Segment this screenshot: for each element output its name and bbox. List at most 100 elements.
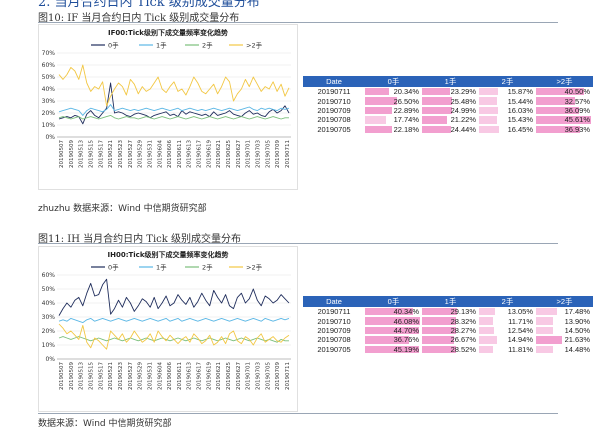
data-bar [479, 106, 499, 115]
data-bar [536, 106, 580, 115]
section-heading: 2. 当月合约日内 Tick 级别成交量分布 [38, 0, 260, 10]
value-cell: 11.81% [479, 345, 536, 354]
series-line-2 [58, 114, 289, 120]
data-bar [536, 308, 557, 316]
table-row: 20190711 20.34% 23.29% 15.87% 40.50% [303, 87, 593, 97]
x-tick-label: 20190521 [108, 362, 114, 390]
cell-value: 14.50% [564, 325, 590, 335]
x-tick-label: 20190531 [147, 140, 153, 168]
value-cell: 40.34% [365, 307, 422, 316]
value-cell: 26.67% [422, 335, 479, 344]
legend-item: 0手 [91, 263, 119, 272]
y-tick-label: 60% [42, 62, 56, 69]
data-bar [479, 326, 494, 335]
cell-value: 25.48% [450, 96, 476, 106]
chart-title: IF00:Tick级别下成交量频率变化趋势 [108, 28, 228, 37]
data-bar [422, 308, 457, 316]
value-cell: 44.70% [365, 326, 422, 335]
x-tick-label: 20190627 [236, 140, 242, 168]
data-bar [422, 336, 454, 344]
value-cell: 28.32% [422, 316, 479, 326]
table-header: 0手 [365, 76, 422, 87]
value-cell: 14.94% [479, 335, 536, 344]
data-bar [479, 317, 494, 325]
table-header: >2手 [536, 296, 593, 307]
cell-value: 28.27% [450, 325, 476, 335]
x-tick-label: 20190611 [177, 362, 183, 390]
legend-item: >2手 [229, 41, 263, 50]
table-header: 0手 [365, 296, 422, 307]
x-tick-label: 20190703 [256, 140, 262, 168]
x-tick-label: 20190606 [167, 140, 173, 168]
value-cell: 32.57% [536, 96, 593, 106]
table-row: 20190708 36.76% 26.67% 14.94% 21.63% [303, 335, 593, 345]
value-cell: 21.22% [422, 115, 479, 124]
legend-item: 1手 [139, 263, 167, 272]
y-tick-label: 0% [45, 356, 55, 363]
table-row: 20190709 44.70% 28.27% 12.54% 14.50% [303, 325, 593, 336]
y-tick-label: 70% [42, 50, 56, 57]
series-line-3 [58, 323, 290, 350]
x-tick-label: 20190613 [187, 140, 193, 168]
chart-ih: IH00:Tick级别下成交量频率变化趋势 0手 1手 2手 >2手 0% 10% 20% 30… [42, 250, 291, 390]
value-cell: 13.90% [536, 316, 593, 326]
cell-value: 16.45% [507, 124, 533, 134]
value-cell: 36.09% [536, 106, 593, 115]
cell-value: 15.87% [507, 87, 533, 97]
cell-value: 24.99% [450, 105, 476, 115]
svg-text:0手: 0手 [108, 41, 119, 50]
value-cell: 22.89% [365, 106, 422, 115]
cell-value: 36.09% [564, 105, 590, 115]
value-cell: 17.74% [365, 115, 422, 124]
cell-value: 20.34% [393, 87, 419, 97]
data-bar [422, 326, 456, 335]
svg-text:1手: 1手 [156, 41, 167, 50]
table-header: >2手 [536, 76, 593, 87]
date-cell: 20190709 [303, 325, 365, 336]
data-bar [479, 97, 498, 105]
data-bar [365, 336, 409, 344]
divider [38, 413, 558, 414]
x-tick-label: 20190515 [88, 362, 94, 390]
value-cell: 22.18% [365, 125, 422, 134]
data-bar [422, 97, 453, 105]
x-tick-label: 20190527 [128, 362, 134, 390]
legend-item: 2手 [185, 263, 213, 272]
data-bar [479, 116, 498, 124]
value-cell: 36.76% [365, 335, 422, 344]
cell-value: 26.50% [393, 96, 419, 106]
table-header: 2手 [479, 296, 536, 307]
cell-value: 14.94% [507, 335, 533, 345]
data-bar [422, 345, 457, 353]
data-bar [479, 345, 494, 353]
cell-value: 22.89% [393, 105, 419, 115]
data-bar [422, 88, 450, 96]
date-cell: 20190710 [303, 316, 365, 326]
cell-value: 16.03% [507, 105, 533, 115]
x-tick-label: 20190529 [138, 140, 144, 168]
x-tick-label: 20190709 [275, 362, 281, 390]
series-line-1 [58, 104, 290, 116]
footnote-if: zhuzhu 数据来源：Wind 中信期货研究部 [38, 204, 207, 214]
date-cell: 20190709 [303, 105, 365, 116]
x-tick-label: 20190513 [79, 362, 85, 390]
data-bar [422, 106, 452, 115]
x-tick-label: 20190617 [197, 140, 203, 168]
value-cell: 45.19% [365, 345, 422, 354]
x-tick-label: 20190703 [256, 362, 262, 390]
x-tick-label: 20190627 [236, 362, 242, 390]
cell-value: 46.08% [393, 316, 419, 326]
table-row: 20190705 45.19% 28.52% 11.81% 14.48% [303, 344, 593, 354]
data-bar [536, 336, 562, 344]
x-tick-label: 20190711 [285, 140, 291, 168]
cell-value: 40.50% [564, 87, 590, 97]
series-line-3 [58, 64, 290, 107]
value-cell: 15.43% [479, 115, 536, 124]
table-header: Date [303, 76, 365, 87]
data-bar [479, 88, 498, 96]
series-line-1 [58, 317, 290, 324]
date-cell: 20190705 [303, 344, 365, 354]
svg-text:1手: 1手 [156, 263, 167, 272]
data-bar [536, 326, 554, 335]
data-bar [365, 317, 421, 325]
